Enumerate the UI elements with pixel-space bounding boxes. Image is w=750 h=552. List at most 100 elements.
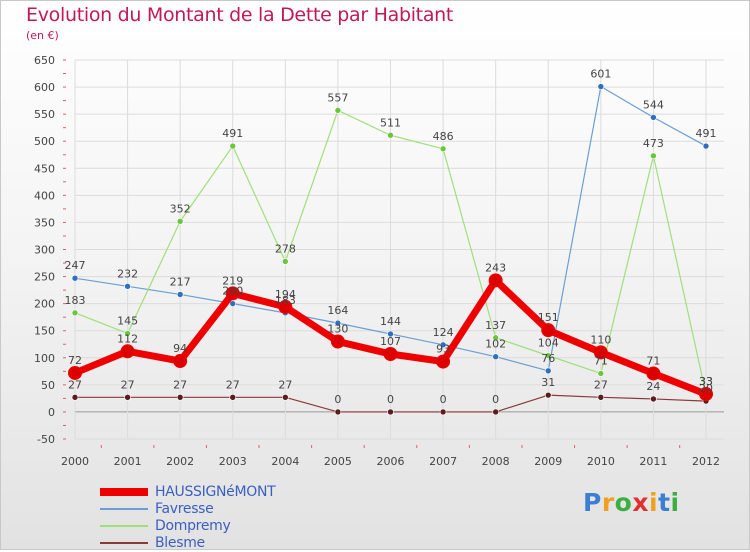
data-label: 183 [65,294,86,307]
data-point [593,345,608,360]
logo-letter: x [632,488,649,517]
data-label: 0 [492,393,499,406]
data-point [650,114,657,121]
data-label: 278 [275,242,296,255]
data-point [492,353,499,361]
legend-label-blesme: Blesme [155,535,205,551]
data-point [282,258,289,265]
y-tick-label: 250 [34,271,55,284]
data-label: 33 [699,375,713,388]
data-point [124,394,131,401]
data-label: 511 [380,116,401,129]
logo-letter: i [670,488,680,517]
data-point [597,370,605,377]
y-tick-label: 650 [34,54,55,67]
data-point [650,395,657,403]
data-label: 124 [433,326,454,339]
data-label: 72 [68,354,82,367]
x-tick-label: 2006 [377,455,405,468]
data-point [229,300,237,307]
data-label: 243 [485,261,506,274]
data-label: 71 [646,354,660,367]
data-point [124,283,131,290]
data-label: 27 [173,378,187,391]
x-tick-label: 2005 [324,455,352,468]
data-label: 130 [327,323,348,336]
x-tick-label: 2003 [219,455,247,468]
legend-label-favresse: Favresse [155,501,214,517]
x-tick-label: 2004 [271,455,299,468]
data-point [544,391,552,399]
legend-label-haussignemont: HAUSSIGNéMONT [155,484,276,500]
data-label: 151 [538,311,559,324]
proxiti-logo: Proxiti [583,488,680,517]
data-label: 0 [387,393,394,406]
x-tick-label: 2008 [482,455,510,468]
data-label: 31 [541,376,555,389]
data-point [71,309,79,317]
data-label: 486 [433,130,454,143]
line-chart: -500501001502002503003504004505005506006… [34,54,724,468]
data-point [702,142,710,150]
data-label: 27 [68,378,82,391]
legend-swatch-dompremy [100,525,148,527]
data-label: 33 [699,375,713,388]
data-point [334,408,342,416]
data-point [71,274,79,282]
data-point [597,83,605,90]
data-label: 247 [65,259,86,272]
data-point [597,394,605,401]
data-point [68,365,82,380]
data-label: 112 [117,332,138,345]
logo-letter: r [601,488,615,517]
data-label: 104 [538,337,559,350]
data-label: 107 [380,335,401,348]
data-point [229,394,237,401]
logo-letter: P [583,488,602,517]
logo-letter: i [649,488,659,517]
legend-label-dompremy: Dompremy [155,518,231,534]
x-tick-label: 2012 [692,455,720,468]
data-label: 94 [173,342,187,355]
y-tick-label: -50 [37,433,55,446]
data-point [176,291,184,298]
data-point [541,323,556,338]
x-tick-label: 2000 [61,455,89,468]
data-label: 27 [121,378,135,391]
x-tick-label: 2007 [429,455,457,468]
data-label: 102 [485,338,506,351]
data-label: 93 [436,343,450,356]
legend-swatch-haussignemont [100,488,148,496]
data-point [71,394,79,401]
data-label: 27 [226,378,240,391]
data-label: 0 [440,393,447,406]
data-label: 20 [699,382,713,395]
data-label: 137 [485,319,506,332]
y-tick-label: 450 [34,162,55,175]
logo-letter: o [614,488,633,517]
data-label: 71 [594,354,608,367]
y-tick-label: 100 [34,352,55,365]
data-point [488,273,503,288]
data-point [439,145,447,153]
data-point [646,366,661,381]
data-point [439,341,447,349]
y-tick-label: 600 [34,81,55,94]
y-tick-label: 0 [48,406,55,419]
data-point [229,142,237,150]
data-point [225,286,240,301]
data-point [387,330,394,338]
data-label: 601 [590,68,611,81]
y-tick-label: 300 [34,244,55,257]
data-label: 352 [170,202,191,215]
data-label: 200 [222,285,243,298]
data-point [176,394,184,401]
x-tick-label: 2011 [639,455,667,468]
data-point [330,334,345,349]
y-tick-label: 400 [34,189,55,202]
data-label: 544 [643,98,664,111]
data-label: 491 [696,127,717,140]
legend-swatch-blesme [100,542,148,544]
data-label: 194 [275,288,296,301]
data-label: 557 [327,91,348,104]
